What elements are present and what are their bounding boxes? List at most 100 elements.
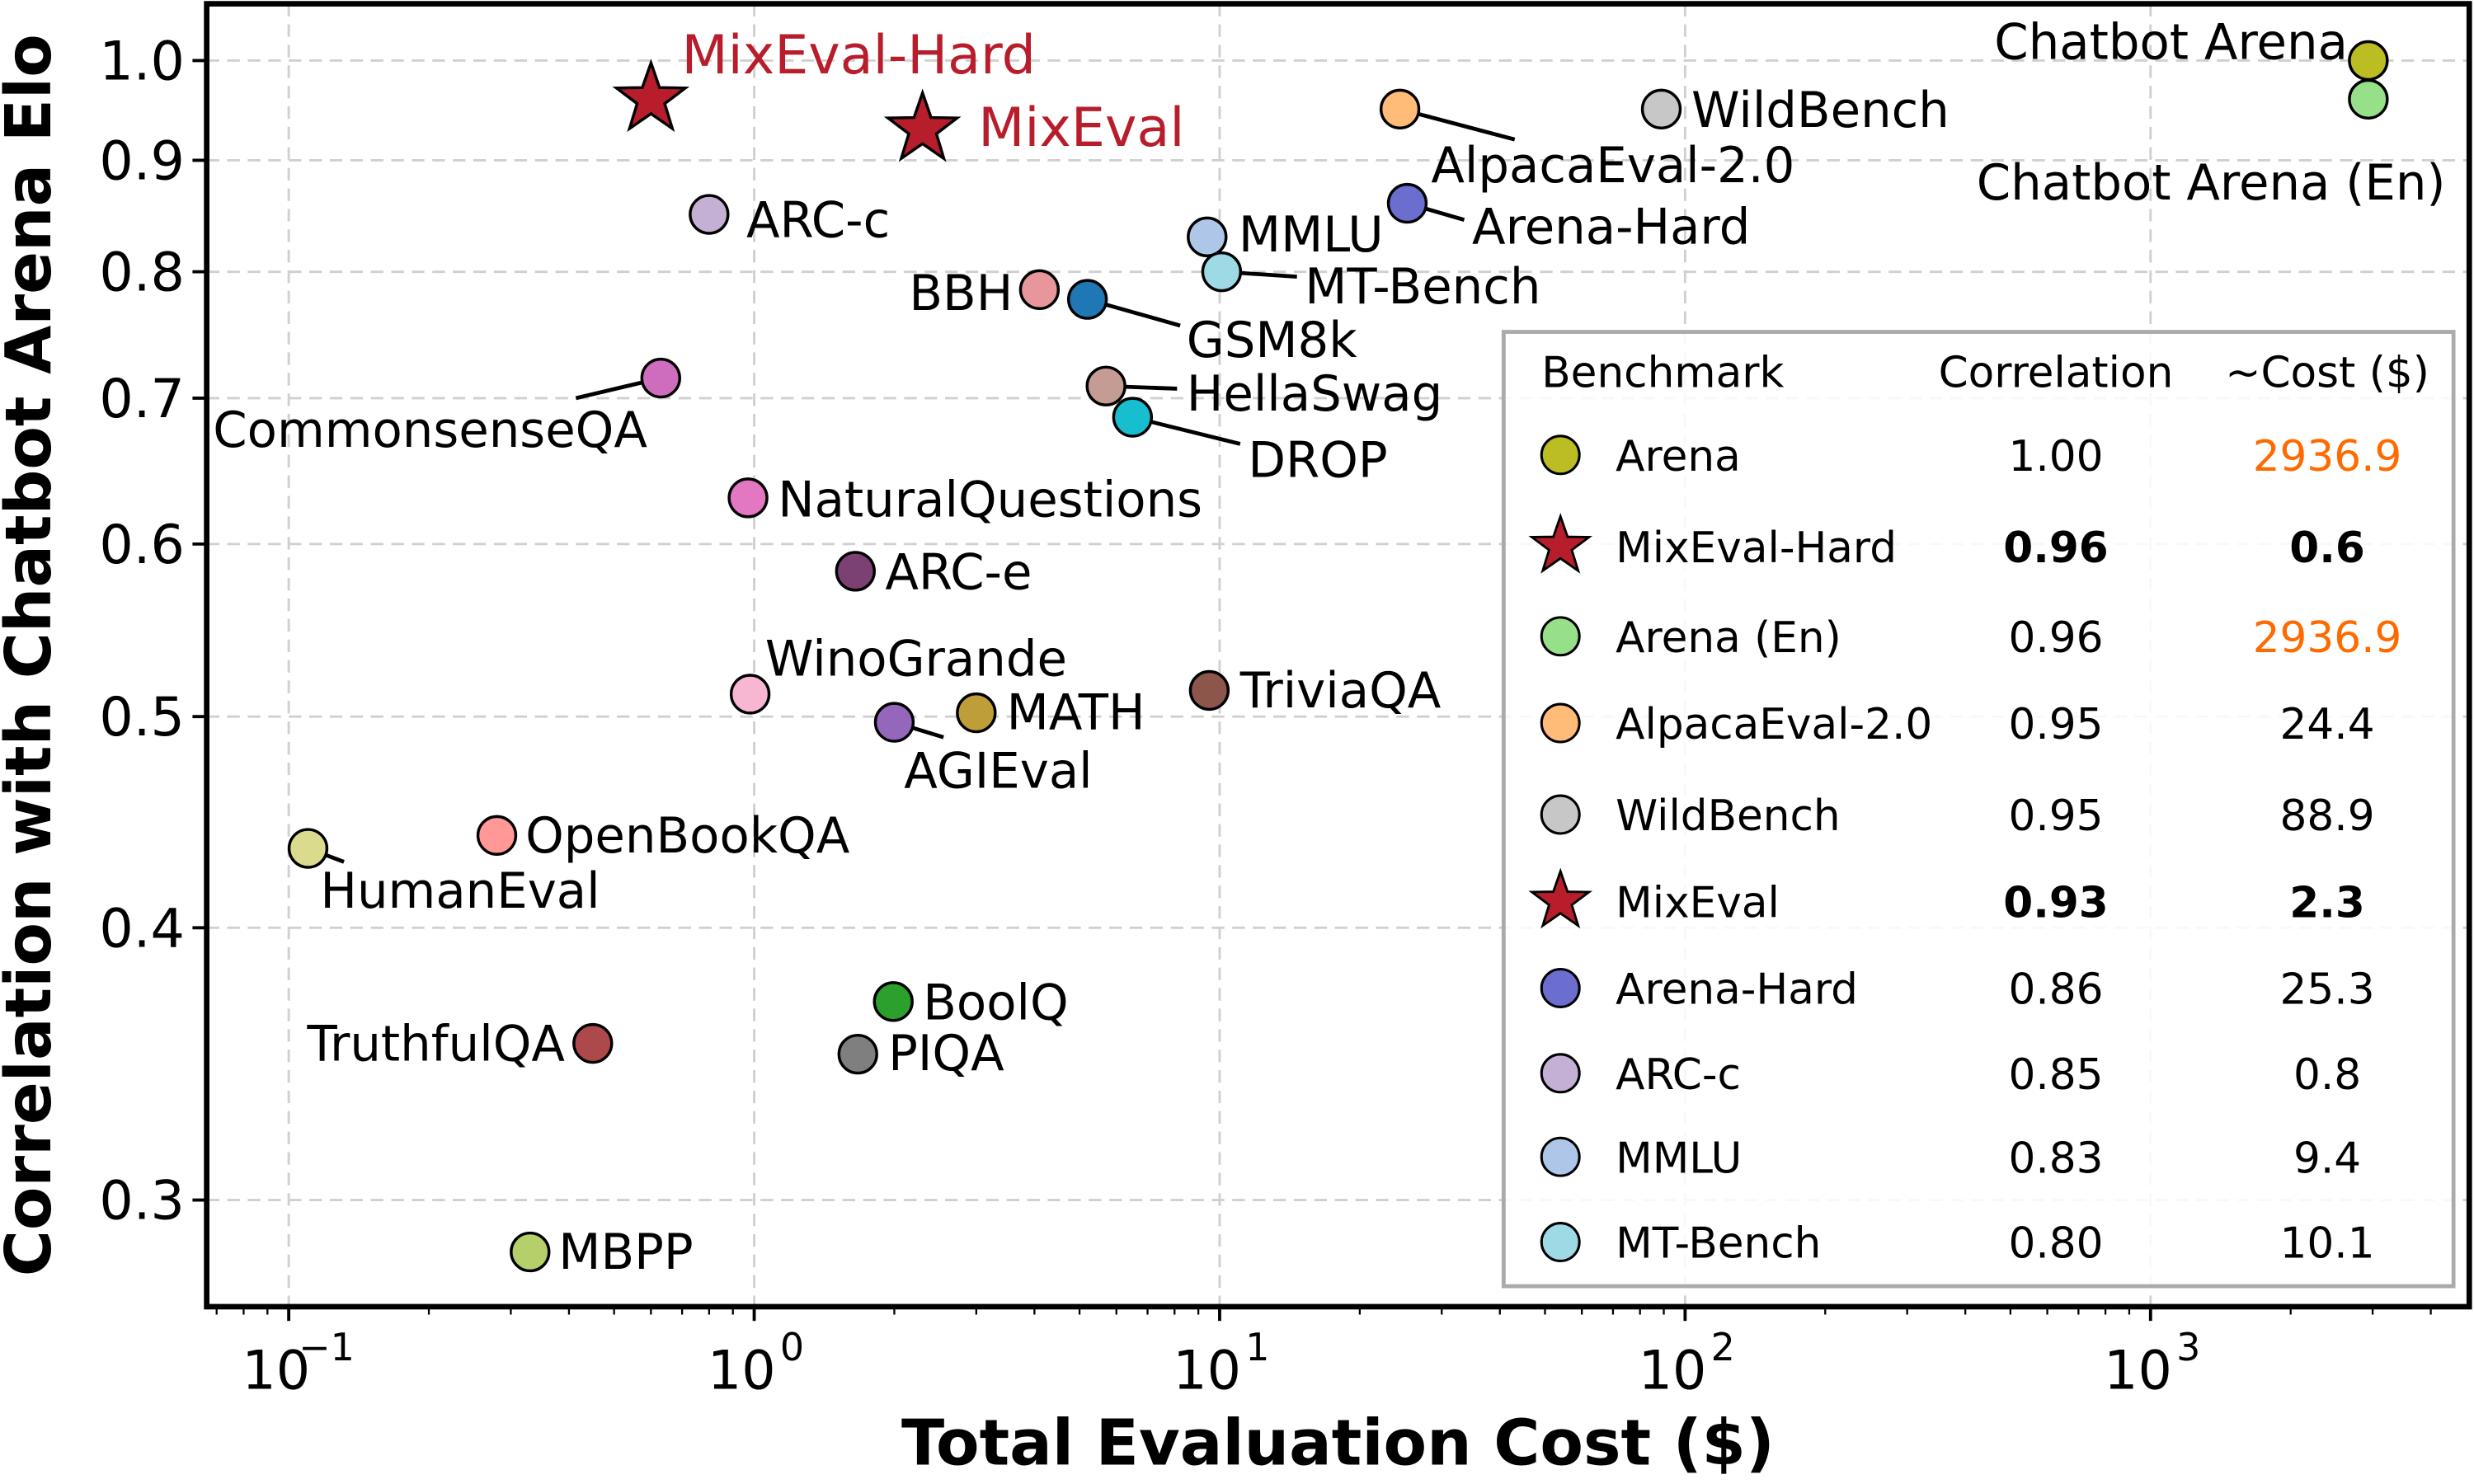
y-tick-label: 0.9: [99, 130, 184, 192]
legend-header: Correlation: [1939, 349, 2174, 398]
point-naturalquestions: [727, 477, 769, 519]
x-tick-exponent: 2: [1711, 1325, 1735, 1369]
label-chatbot-arena-en: Chatbot Arena (En): [1977, 154, 2446, 211]
label-piqa: PIQA: [888, 1025, 1004, 1082]
legend-cost: 0.6: [2289, 524, 2364, 573]
point-humaneval: [287, 828, 329, 869]
label-wildbench: WildBench: [1691, 82, 1950, 139]
legend-circle-marker: [1540, 1053, 1581, 1094]
legend-row: Arena (En) 0.96 2936.9: [1540, 613, 2401, 663]
label-winogrande: WinoGrande: [765, 631, 1067, 688]
label-math: MATH: [1007, 684, 1145, 741]
x-tick-label: 10: [708, 1340, 776, 1402]
point-drop: [1112, 397, 1154, 438]
point-wildbench: [1640, 88, 1682, 130]
legend: Benchmark Correlation ~Cost ($) Arena 1.00 29…: [1501, 330, 2456, 1289]
legend-row: ARC-c 0.85 0.8: [1540, 1050, 2361, 1100]
label-chatbot-arena: Chatbot Arena: [1994, 14, 2348, 71]
legend-star-marker: [1528, 867, 1593, 929]
label-mixeval: MixEval: [978, 97, 1184, 159]
legend-correlation: 1.00: [2008, 432, 2103, 481]
legend-row: MT-Bench 0.80 10.1: [1540, 1219, 2375, 1269]
legend-correlation: 0.93: [2003, 878, 2108, 928]
label-commonsenseqa: CommonsenseQA: [213, 402, 647, 458]
y-tick-label: 0.6: [99, 514, 184, 576]
x-tick-label: 10: [1639, 1340, 1707, 1402]
legend-name: AlpacaEval-2.0: [1616, 700, 1932, 749]
point-arc-e: [835, 551, 876, 592]
legend-name: Arena: [1616, 432, 1741, 481]
label-triviaqa: TriviaQA: [1239, 662, 1442, 719]
y-tick-label: 0.5: [99, 687, 184, 749]
legend-star-marker: [1528, 513, 1593, 574]
point-boolq: [872, 981, 914, 1022]
y-tick-label: 0.3: [99, 1171, 184, 1233]
point-agieval: [873, 702, 915, 743]
label-mt-bench: MT-Bench: [1305, 258, 1540, 315]
legend-correlation: 0.95: [2008, 791, 2103, 841]
legend-name: MT-Bench: [1616, 1219, 1821, 1269]
x-tick-exponent: 0: [780, 1325, 804, 1369]
legend-correlation: 0.86: [2008, 965, 2103, 1015]
legend-cost: 2.3: [2289, 878, 2364, 928]
y-tick-label: 1.0: [99, 31, 184, 92]
legend-correlation: 0.96: [2003, 524, 2108, 573]
legend-cost: 24.4: [2280, 700, 2375, 749]
legend-header: Benchmark: [1541, 349, 1784, 398]
label-arc-e: ARC-e: [885, 543, 1032, 600]
x-tick-label: 10: [2104, 1340, 2172, 1402]
point-mmlu: [1187, 216, 1228, 258]
legend-circle-marker: [1540, 967, 1581, 1008]
label-hellaswag: HellaSwag: [1187, 365, 1442, 422]
point-labels: Chatbot Arena Chatbot Arena (En) MixEval-H…: [213, 14, 2445, 1280]
point-mixeval: [883, 88, 962, 162]
point-triviaqa: [1188, 669, 1230, 711]
plot-frame: [204, 1, 2472, 1310]
label-mmlu: MMLU: [1239, 206, 1384, 263]
label-agieval: AGIEval: [904, 742, 1092, 799]
y-tick-label: 0.7: [99, 369, 184, 430]
label-mixeval-hard: MixEval-Hard: [682, 25, 1036, 87]
legend-row: AlpacaEval-2.0 0.95 24.4: [1540, 700, 2375, 749]
legend-row: WildBench 0.95 88.9: [1540, 791, 2375, 841]
legend-cost: 88.9: [2280, 791, 2375, 841]
legend-circle-marker: [1540, 434, 1581, 476]
point-mt-bench: [1201, 251, 1243, 293]
point-chatbot-arena-en: [2348, 78, 2389, 120]
x-tick-exponent: −1: [299, 1325, 355, 1369]
point-alpacaeval-2-0: [1379, 88, 1421, 130]
legend-circle-marker: [1540, 794, 1581, 835]
legend-name: MixEval: [1616, 878, 1780, 928]
y-tick-label: 0.4: [99, 898, 184, 960]
legend-circle-marker: [1540, 1136, 1581, 1177]
label-arena-hard: Arena-Hard: [1472, 198, 1750, 255]
point-commonsenseqa: [640, 357, 681, 399]
label-gsm8k: GSM8k: [1187, 312, 1357, 369]
x-axis-label: Total Evaluation Cost ($): [901, 1407, 1775, 1480]
legend-correlation: 0.80: [2008, 1219, 2103, 1269]
point-gsm8k: [1066, 279, 1108, 320]
label-mbpp: MBPP: [558, 1223, 693, 1280]
legend-cost: 25.3: [2280, 965, 2375, 1015]
legend-name: Arena (En): [1616, 613, 1841, 663]
label-bbh: BBH: [909, 265, 1013, 322]
label-naturalquestions: NaturalQuestions: [778, 471, 1202, 528]
legend-correlation: 0.96: [2008, 613, 2103, 663]
legend-cost: 0.8: [2293, 1050, 2361, 1100]
point-chatbot-arena: [2348, 40, 2389, 82]
label-humaneval: HumanEval: [320, 862, 600, 919]
label-openbookqa: OpenBookQA: [525, 807, 850, 864]
x-tick-label: 10: [1173, 1340, 1241, 1402]
legend-row: MixEval 0.93 2.3: [1528, 867, 2365, 929]
legend-box: [1501, 330, 2456, 1289]
legend-header: ~Cost ($): [2225, 349, 2429, 398]
label-arc-c: ARC-c: [746, 192, 890, 249]
y-tick-label: 0.8: [99, 242, 184, 304]
legend-row: MixEval-Hard 0.96 0.6: [1528, 513, 2365, 574]
point-math: [956, 692, 997, 734]
legend-name: WildBench: [1616, 791, 1840, 841]
point-mixeval-hard: [612, 59, 690, 133]
legend-correlation: 0.83: [2008, 1134, 2103, 1183]
point-openbookqa: [476, 815, 518, 856]
